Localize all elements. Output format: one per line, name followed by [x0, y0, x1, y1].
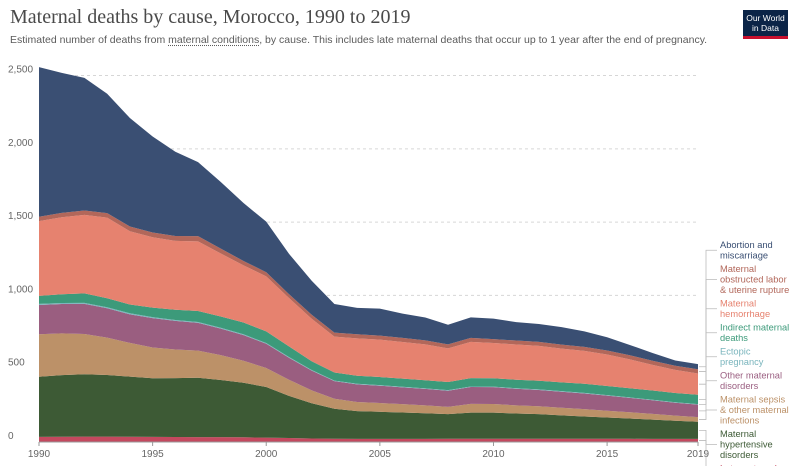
x-tick-label: 2005: [369, 449, 392, 460]
x-axis: 1990 1995 2000 2005 2010 2015 2019: [28, 441, 710, 460]
area-series: [39, 67, 698, 442]
x-tick-label: 1995: [141, 449, 164, 460]
area-maternal-sepsis-and-other-maternal-infections[interactable]: [39, 333, 698, 422]
legend-label-abortion-and-miscarriage[interactable]: Abortion and miscarriage: [720, 240, 773, 261]
legend-label-maternal-hemorrhage[interactable]: Maternal hemorrhage: [720, 299, 770, 320]
legend-connector-other-maternal-disorders: [699, 380, 717, 412]
legend-connector-late-maternal-deaths: [699, 440, 707, 466]
legend-connector-maternal-obstructed-labor-and-uterine-rupture: [699, 279, 717, 372]
legend-connector-maternal-hypertensive-disorders: [699, 429, 717, 445]
legend-label-maternal-hypertensive-disorders[interactable]: Maternal hypertensive disorders: [720, 429, 773, 460]
chart-subtitle: Estimated number of deaths from maternal…: [10, 34, 707, 46]
legend-label-ectopic-pregnancy[interactable]: Ectopic pregnancy: [720, 347, 764, 368]
x-tick-label: 2010: [482, 449, 505, 460]
y-tick-label: 500: [8, 358, 25, 369]
legend-label-maternal-sepsis-and-other-maternal-infections[interactable]: Maternal sepsis & other maternal infection…: [720, 395, 789, 426]
area-maternal-hypertensive-disorders[interactable]: [39, 374, 698, 439]
logo-line-1: Our World: [746, 13, 785, 23]
y-axis: 0 500 1,000 1,500 2,000 2,500: [8, 65, 33, 442]
legend-connector-maternal-sepsis-and-other-maternal-infections: [699, 409, 717, 420]
x-tick-label: 1990: [28, 449, 51, 460]
area-indirect-maternal-deaths[interactable]: [39, 293, 698, 405]
x-tick-label: 2019: [687, 449, 710, 460]
legend-label-maternal-obstructed-labor-and-uterine-rupture[interactable]: Maternal obstructed labor & uterine ruptur…: [720, 264, 789, 295]
y-tick-label: 2,000: [8, 138, 33, 149]
legend-label-indirect-maternal-deaths[interactable]: Indirect maternal deaths: [720, 323, 789, 344]
subtitle-text-before: Estimated number of deaths from: [10, 34, 169, 46]
owid-logo[interactable]: Our World in Data: [743, 10, 788, 39]
area-abortion-and-miscarriage[interactable]: [39, 67, 698, 370]
x-tick-label: 2015: [596, 449, 619, 460]
legend: Abortion and miscarriage Maternal obstructe…: [699, 240, 789, 466]
area-other-maternal-disorders[interactable]: [39, 303, 698, 418]
maternal-conditions-link[interactable]: maternal conditions: [168, 34, 260, 46]
y-tick-label: 1,000: [8, 284, 33, 295]
legend-label-other-maternal-disorders[interactable]: Other maternal disorders: [720, 371, 782, 392]
subtitle-text-after: , by cause. This includes late maternal …: [259, 34, 708, 46]
y-tick-label: 1,500: [8, 211, 33, 222]
chart-title: Maternal deaths by cause, Morocco, 1990 …: [10, 6, 411, 28]
x-tick-label: 2000: [255, 449, 278, 460]
y-tick-label: 0: [8, 431, 14, 442]
area-maternal-hemorrhage[interactable]: [39, 214, 698, 395]
logo-line-2: in Data: [752, 23, 779, 33]
legend-connector-indirect-maternal-deaths: [699, 332, 717, 400]
y-tick-label: 2,500: [8, 65, 33, 76]
area-maternal-obstructed-labor-and-uterine-rupture[interactable]: [39, 210, 698, 374]
legend-connector-maternal-hemorrhage: [699, 308, 717, 385]
area-late-maternal-deaths[interactable]: [39, 436, 698, 442]
